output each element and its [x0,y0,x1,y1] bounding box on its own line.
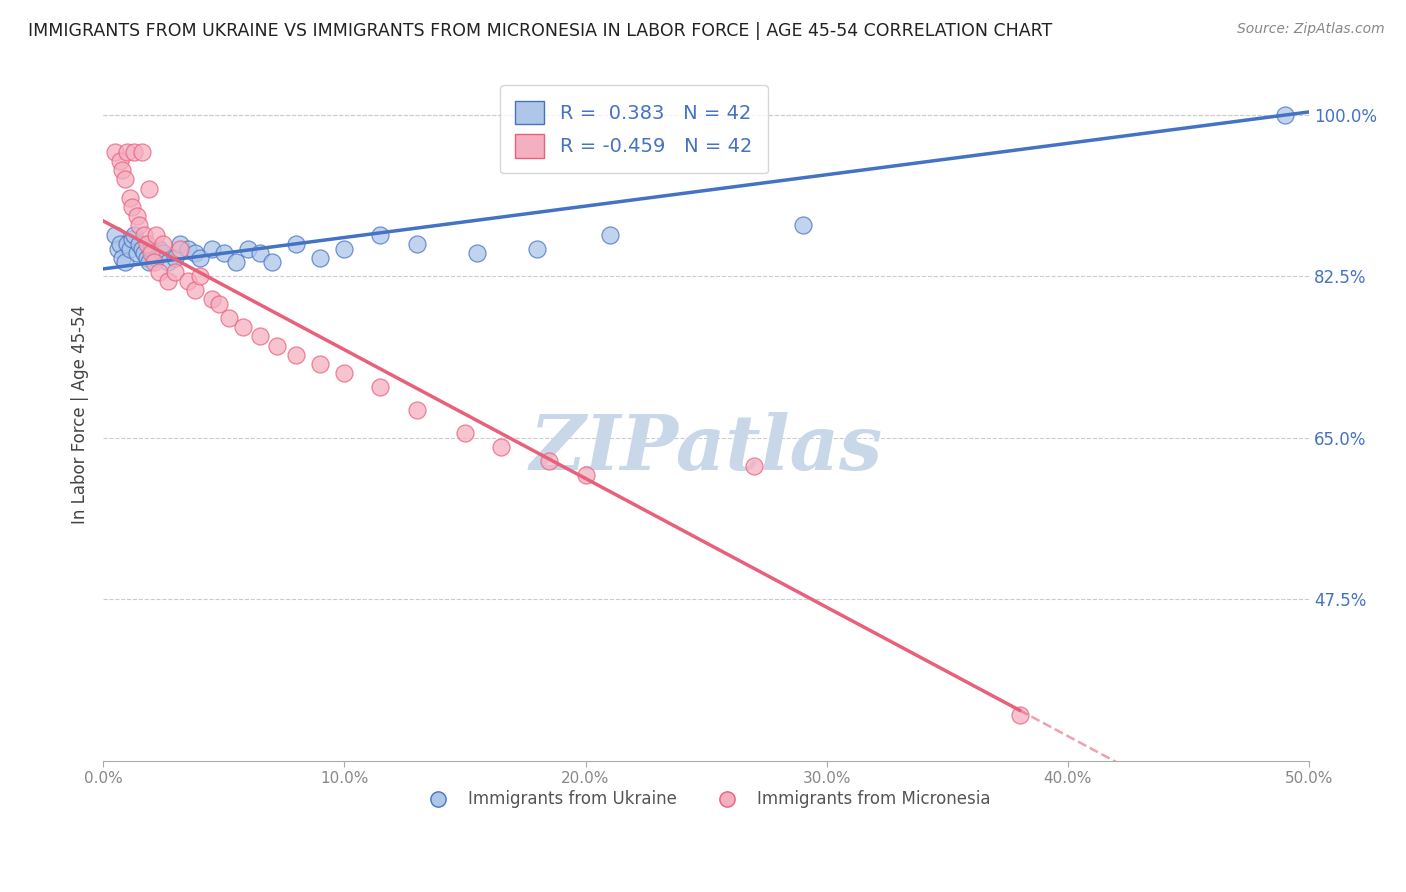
Point [218,310,240,325]
Point [118,191,141,205]
Point [124,145,146,159]
Point [208,297,231,311]
Point [114,172,136,186]
Point [249,329,271,343]
Point [405,403,427,417]
Point [285,348,308,362]
Point [152,246,174,260]
Point [169,242,191,256]
Point [333,242,356,256]
Point [134,227,156,242]
Point [121,200,143,214]
Point [176,242,198,256]
Point [454,426,477,441]
Point [370,227,392,242]
Point [125,246,148,260]
Point [249,246,271,260]
Point [1008,707,1031,722]
Point [309,357,332,371]
Point [117,145,139,159]
Point [285,237,308,252]
Point [225,255,247,269]
Point [108,237,131,252]
Point [111,163,134,178]
Point [142,246,165,260]
Point [117,237,139,252]
Point [188,251,211,265]
Point [148,265,170,279]
Point [157,255,180,269]
Point [599,227,621,242]
Point [309,251,332,265]
Point [124,227,146,242]
Point [135,237,157,252]
Point [489,440,512,454]
Point [232,320,254,334]
Point [104,227,127,242]
Point [201,293,224,307]
Point [744,458,766,473]
Point [157,274,180,288]
Point [176,274,198,288]
Point [333,366,356,380]
Point [125,209,148,223]
Point [128,219,150,233]
Point [138,255,160,269]
Point [104,145,127,159]
Text: Source: ZipAtlas.com: Source: ZipAtlas.com [1237,22,1385,37]
Point [108,153,131,168]
Point [138,181,160,195]
Point [145,227,167,242]
Point [165,251,187,265]
Point [128,237,150,252]
Point [169,237,191,252]
Point [148,242,170,256]
Point [142,255,165,269]
Point [134,246,156,260]
Point [141,246,163,260]
Point [1274,108,1296,122]
Point [201,242,224,256]
Point [121,232,143,246]
Point [107,242,129,256]
Text: ZIPatlas: ZIPatlas [530,412,883,486]
Point [574,467,596,482]
Point [465,246,488,260]
Point [114,255,136,269]
Point [184,246,207,260]
Point [236,242,259,256]
Point [538,454,561,468]
Point [145,251,167,265]
Point [118,242,141,256]
Legend: Immigrants from Ukraine, Immigrants from Micronesia: Immigrants from Ukraine, Immigrants from… [415,784,997,815]
Point [188,269,211,284]
Point [212,246,235,260]
Point [184,283,207,297]
Point [111,251,134,265]
Point [266,338,288,352]
Point [526,242,548,256]
Y-axis label: In Labor Force | Age 45-54: In Labor Force | Age 45-54 [72,305,89,524]
Point [792,219,814,233]
Point [135,251,157,265]
Point [405,237,427,252]
Point [131,145,153,159]
Point [152,237,174,252]
Point [165,265,187,279]
Point [260,255,283,269]
Point [141,242,163,256]
Point [131,242,153,256]
Point [370,380,392,394]
Text: IMMIGRANTS FROM UKRAINE VS IMMIGRANTS FROM MICRONESIA IN LABOR FORCE | AGE 45-54: IMMIGRANTS FROM UKRAINE VS IMMIGRANTS FR… [28,22,1052,40]
